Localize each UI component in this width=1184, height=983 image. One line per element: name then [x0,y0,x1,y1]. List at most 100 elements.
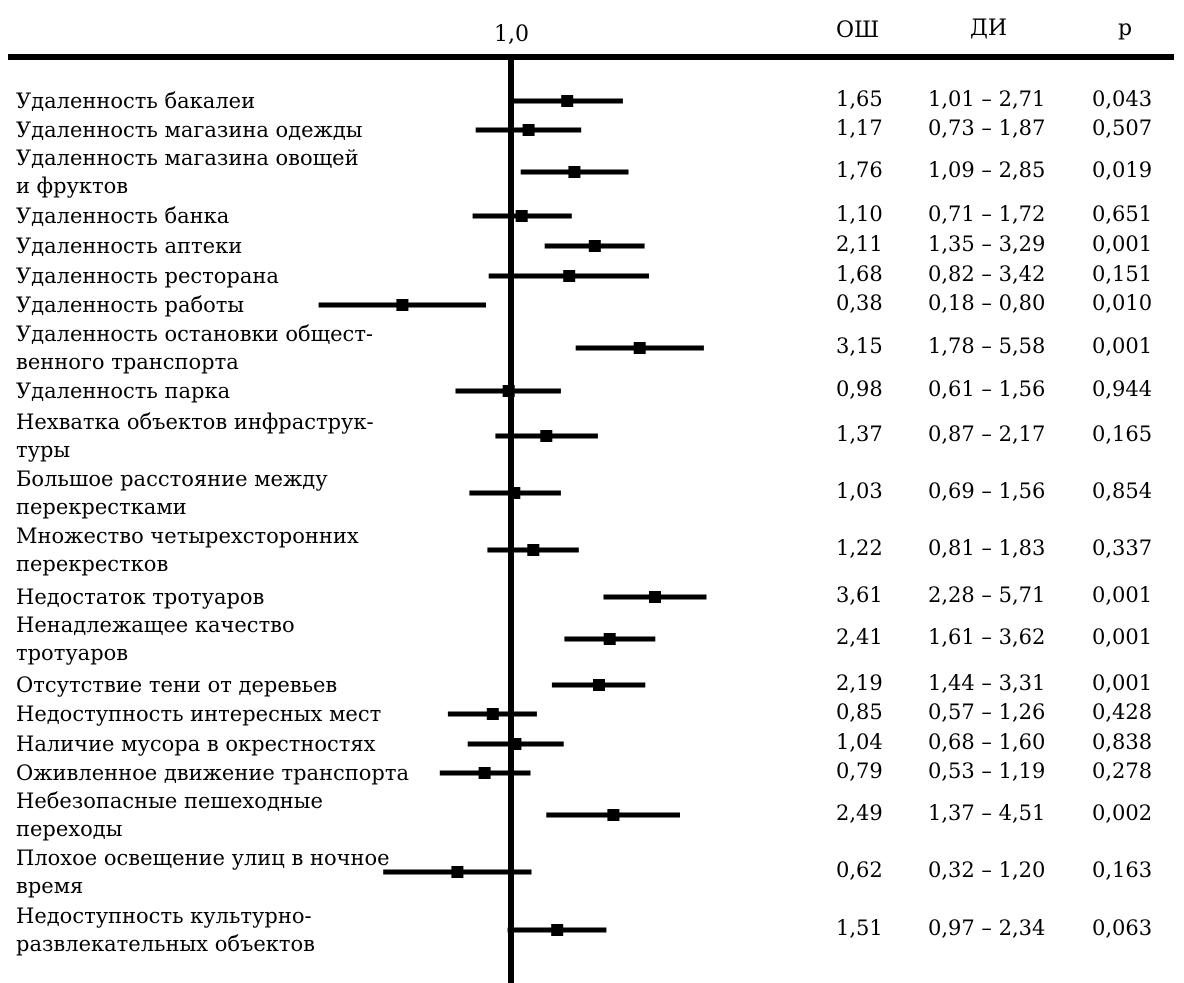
row-label: перекрестков [16,552,169,576]
confidence-interval-value: 1,61 – 3,62 [928,625,1046,649]
confidence-interval-value: 0,73 – 1,87 [928,116,1046,140]
row-label: Удаленность бакалеи [16,89,256,113]
confidence-interval-value: 1,35 – 3,29 [928,232,1046,256]
confidence-interval-value: 1,37 – 4,51 [928,801,1046,825]
p-value: 0,838 [1092,730,1153,754]
row-label: Удаленность банка [16,204,230,228]
odds-ratio-marker [603,633,616,645]
p-value: 0,163 [1092,858,1153,882]
odds-ratio-marker [561,95,574,107]
row-label: Удаленность магазина овощей [16,146,359,170]
row-label: Множество четырехсторонних [16,524,359,548]
confidence-interval-value: 1,09 – 2,85 [928,158,1046,182]
odds-ratio-value: 2,49 [836,801,883,825]
row-label: перекрестками [16,495,187,519]
odds-ratio-value: 2,19 [836,671,883,695]
odds-ratio-marker [551,924,564,936]
odds-ratio-marker [563,270,576,282]
confidence-interval-value: 0,71 – 1,72 [928,202,1046,226]
odds-ratio-marker [502,385,515,397]
p-value: 0,001 [1092,334,1153,358]
row-label: Удаленность работы [16,293,245,317]
row-label: Плохое освещение улиц в ночное [16,846,390,870]
row-label: Удаленность магазина одежды [16,118,363,142]
p-value: 0,165 [1092,422,1153,446]
odds-ratio-marker [522,124,535,136]
confidence-interval-value: 0,53 – 1,19 [928,759,1046,783]
row-label: развлекательных объектов [16,932,315,956]
reference-line [508,56,514,983]
row-label: Удаленность аптеки [16,234,243,258]
odds-ratio-value: 3,15 [836,334,883,358]
confidence-interval-value: 0,82 – 3,42 [928,262,1046,286]
row-label: Отсутствие тени от деревьев [16,673,338,697]
column-header-ci: ДИ [970,16,1008,41]
odds-ratio-marker [568,166,581,178]
odds-ratio-value: 1,68 [836,262,883,286]
p-value: 0,001 [1092,625,1153,649]
row-label: Недоступность культурно- [16,904,312,928]
p-value: 0,001 [1092,232,1153,256]
odds-ratio-marker [540,430,553,442]
odds-ratio-marker [486,708,499,720]
confidence-interval-value: 1,44 – 3,31 [928,671,1046,695]
row-label: Удаленность остановки общест- [16,322,374,346]
odds-ratio-value: 1,37 [836,422,883,446]
confidence-interval-value: 0,61 – 1,56 [928,377,1046,401]
column-header-or: ОШ [836,18,880,43]
confidence-interval-value: 1,78 – 5,58 [928,334,1046,358]
row-label: тротуаров [16,641,129,665]
row-label: переходы [16,817,123,841]
p-value: 0,151 [1092,262,1153,286]
header-rule [8,54,1174,60]
confidence-interval-value: 0,81 – 1,83 [928,536,1046,560]
odds-ratio-value: 1,04 [836,730,883,754]
row-label: Оживленное движение транспорта [16,761,410,785]
confidence-interval-value: 0,69 – 1,56 [928,479,1046,503]
odds-ratio-marker [593,679,605,691]
row-label: Большое расстояние между [16,467,328,491]
row-label: Наличие мусора в окрестностях [16,732,376,756]
p-value: 0,944 [1092,377,1153,401]
odds-ratio-marker [509,738,522,750]
row-label: Удаленность парка [16,379,231,403]
p-value: 0,063 [1092,916,1153,940]
row-label: Удаленность ресторана [16,264,279,288]
odds-ratio-value: 0,62 [836,858,883,882]
reference-line-label: 1,0 [494,22,529,47]
odds-ratio-marker [451,866,464,878]
confidence-interval-value: 0,32 – 1,20 [928,858,1046,882]
odds-ratio-value: 3,61 [836,583,883,607]
p-value: 0,010 [1092,291,1153,315]
confidence-interval-value: 0,18 – 0,80 [928,291,1046,315]
p-value: 0,278 [1092,759,1153,783]
odds-ratio-marker [633,342,646,354]
p-value: 0,001 [1092,671,1153,695]
odds-ratio-value: 2,41 [836,625,883,649]
confidence-interval-value: 2,28 – 5,71 [928,583,1046,607]
odds-ratio-value: 0,98 [836,377,883,401]
row-label: туры [16,438,71,462]
odds-ratio-value: 1,10 [836,202,883,226]
p-value: 0,507 [1092,116,1153,140]
row-label: Недостаток тротуаров [16,585,265,609]
odds-ratio-value: 0,85 [836,700,883,724]
odds-ratio-marker [515,210,528,222]
row-label: и фруктов [16,174,129,198]
row-label: Недоступность интересных мест [16,702,382,726]
odds-ratio-marker [478,767,491,779]
odds-ratio-value: 2,11 [836,232,883,256]
odds-ratio-marker [396,299,409,311]
odds-ratio-value: 1,51 [836,916,883,940]
odds-ratio-value: 1,03 [836,479,883,503]
odds-ratio-marker [588,240,601,252]
confidence-interval-value: 0,57 – 1,26 [928,700,1046,724]
row-label: венного транспорта [16,350,239,374]
row-label: Ненадлежащее качество [16,613,295,637]
p-value: 0,337 [1092,536,1153,560]
p-value: 0,854 [1092,479,1153,503]
odds-ratio-marker [649,591,661,603]
odds-ratio-value: 0,38 [836,291,883,315]
odds-ratio-marker [527,544,540,556]
